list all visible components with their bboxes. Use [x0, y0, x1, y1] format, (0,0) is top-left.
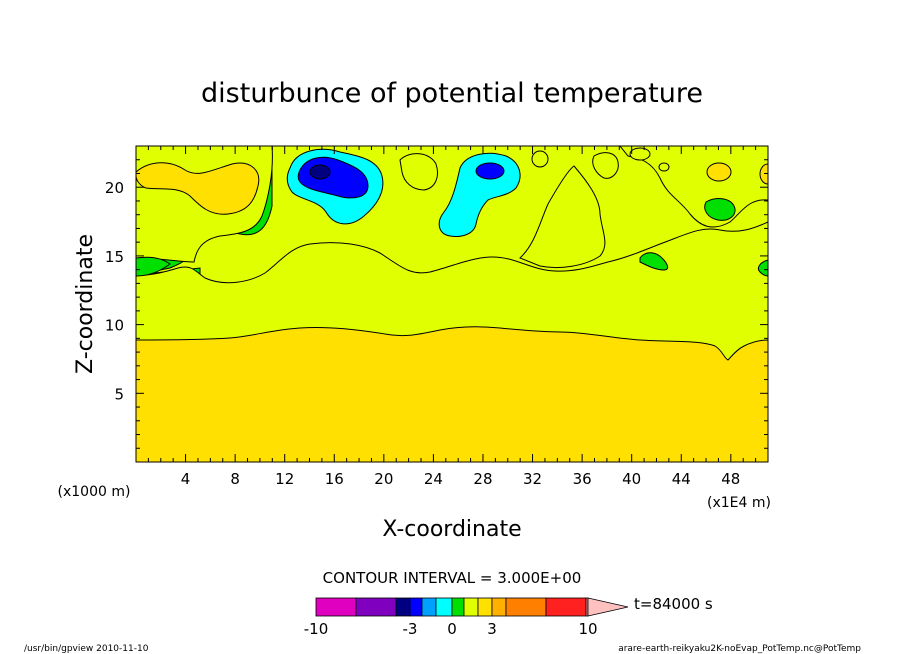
colorbar-segment	[491, 597, 507, 617]
y-tick-label: 10	[105, 317, 124, 335]
colorbar-tick-label: 3	[487, 620, 497, 638]
region-top-yellow-2	[531, 150, 549, 168]
colorbar-segment	[505, 597, 547, 617]
x-tick-label: 20	[374, 470, 393, 488]
y-tick-label: 20	[105, 179, 124, 197]
footer-left: /usr/bin/gpview 2010-11-10	[24, 644, 149, 654]
plot-frame	[135, 145, 769, 463]
x-tick-label: 40	[622, 470, 641, 488]
y-tick-label: 5	[114, 385, 124, 403]
colorbar-segment	[545, 597, 587, 617]
colorbar-segment	[477, 597, 493, 617]
region-top-yellow-4	[629, 147, 651, 161]
colorbar-segment	[463, 597, 479, 617]
contour-field	[136, 146, 768, 462]
x-tick-label: 48	[721, 470, 740, 488]
x-tick-label: 44	[672, 470, 691, 488]
time-label: t=84000 s	[634, 595, 713, 613]
colorbar-segment	[395, 597, 411, 617]
x-tick-label: 4	[181, 470, 191, 488]
y-axis-title: Z-coordinate	[73, 234, 98, 374]
x-tick-label: 36	[573, 470, 592, 488]
chart-title: disturbunce of potential temperature	[201, 78, 703, 109]
y-tick-label: 15	[105, 248, 124, 266]
y-axis: 5 10 15 20	[105, 159, 768, 449]
colorbar-segment	[421, 597, 437, 617]
contour-interval-text: CONTOUR INTERVAL = 3.000E+00	[323, 569, 582, 587]
x-tick-label: 16	[325, 470, 344, 488]
region-navy-core	[309, 164, 331, 180]
x-axis-title: X-coordinate	[382, 517, 521, 542]
region-upper-right-green-spot	[704, 198, 736, 221]
region-top-yellow-5	[658, 162, 670, 172]
footer-right: arare-earth-reikyaku2K-noEvap_PotTemp.nc…	[618, 644, 861, 654]
region-top-yellow-1	[399, 153, 438, 191]
colorbar-tick-label: 10	[578, 620, 597, 638]
region-lower-orange	[136, 326, 768, 462]
region-blue-right	[475, 162, 505, 180]
colorbar-segment	[409, 597, 423, 617]
x-tick-label: 8	[230, 470, 240, 488]
colorbar-segment	[355, 597, 397, 617]
colorbar-segment	[315, 597, 357, 617]
region-right-green-patch	[639, 252, 669, 271]
x-axis: 4 8 12 16 20 24 28 32 36 40 44 48	[147, 146, 757, 488]
colorbar-tick-label: -10	[304, 620, 329, 638]
region-orange-spot-edge	[759, 163, 768, 185]
colorbar-segment	[451, 597, 465, 617]
colorbar-overflow-triangle	[587, 597, 629, 617]
region-top-yellow-3	[592, 152, 619, 179]
x-unit-label: (x1E4 m)	[707, 495, 771, 511]
x-scale-label: (x1000 m)	[58, 484, 131, 500]
x-tick-label: 24	[424, 470, 443, 488]
region-orange-spot-right	[706, 162, 732, 182]
x-tick-label: 32	[523, 470, 542, 488]
x-tick-label: 12	[275, 470, 294, 488]
colorbar-tick-label: -3	[403, 620, 418, 638]
region-center-yellow	[519, 165, 606, 269]
region-upper-left-orange	[136, 162, 260, 215]
region-left-green-tongue	[136, 256, 171, 277]
colorbar: -10 -3 0 3 10	[304, 597, 629, 638]
colorbar-segment	[435, 597, 453, 617]
x-tick-label: 28	[473, 470, 492, 488]
colorbar-tick-label: 0	[447, 620, 457, 638]
